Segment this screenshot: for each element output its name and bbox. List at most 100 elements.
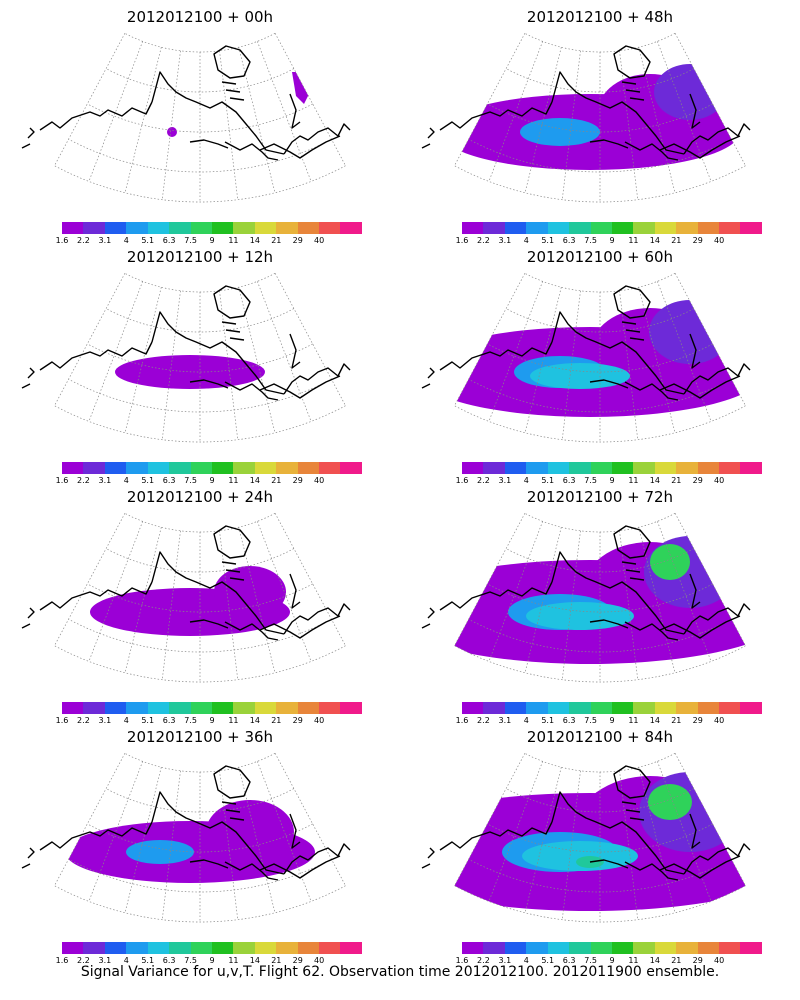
- colorbar-swatch: [83, 702, 105, 714]
- colorbar-swatch: [276, 462, 298, 474]
- colorbar-swatch: [147, 942, 170, 954]
- colorbar-label: 3.1: [98, 956, 112, 965]
- colorbar-label: 14: [249, 236, 260, 245]
- colorbar-label: 9: [209, 956, 215, 965]
- colorbar-label: 4: [523, 476, 529, 485]
- colorbar-label: 3.1: [498, 956, 512, 965]
- variance-map: [21, 32, 351, 203]
- variance-map: [21, 272, 351, 443]
- colorbar-swatch: [483, 702, 505, 714]
- colorbar-swatch: [611, 222, 634, 234]
- colorbar-label: 11: [228, 716, 239, 725]
- colorbar-swatch: [104, 942, 127, 954]
- colorbar-label: 6.3: [162, 716, 176, 725]
- colorbar-swatch: [547, 462, 570, 474]
- colorbar-swatch: [611, 462, 634, 474]
- panel-title: 2012012100 + 24h: [126, 488, 274, 506]
- colorbar-label: 40: [314, 236, 325, 245]
- colorbar-label: 11: [628, 716, 639, 725]
- colorbar-label: 11: [228, 956, 239, 965]
- colorbar-label: 14: [649, 716, 660, 725]
- colorbar-swatch: [104, 462, 127, 474]
- colorbar: [62, 942, 362, 954]
- colorbar-swatch: [590, 222, 612, 234]
- colorbar-swatch: [276, 702, 298, 714]
- colorbar-label: 9: [609, 956, 615, 965]
- colorbar-swatch: [169, 942, 191, 954]
- colorbar-swatch: [190, 702, 212, 714]
- colorbar-swatch: [147, 702, 170, 714]
- colorbar-label: 40: [314, 476, 325, 485]
- colorbar: [62, 462, 362, 474]
- colorbar-label: 4: [123, 716, 129, 725]
- colorbar-label: 21: [271, 476, 282, 485]
- colorbar-swatch: [340, 702, 362, 714]
- colorbar-label: 1.6: [455, 476, 469, 485]
- colorbar-label: 2.2: [77, 476, 90, 485]
- colorbar-label: 1.6: [55, 716, 69, 725]
- colorbar-swatch: [697, 462, 720, 474]
- colorbar-label: 3.1: [498, 476, 512, 485]
- colorbar-label: 2.2: [477, 716, 490, 725]
- colorbar-label: 7.5: [584, 236, 597, 245]
- colorbar-swatch: [547, 222, 570, 234]
- colorbar-swatch: [676, 222, 698, 234]
- colorbar-label: 3.1: [498, 716, 512, 725]
- colorbar-label: 14: [649, 236, 660, 245]
- colorbar-swatch: [83, 222, 105, 234]
- colorbar: [462, 462, 762, 474]
- colorbar-swatch: [254, 942, 277, 954]
- colorbar-swatch: [740, 462, 762, 474]
- colorbar-swatch: [740, 702, 762, 714]
- colorbar-swatch: [697, 942, 720, 954]
- variance-field: [454, 772, 746, 911]
- colorbar-labels: 1.6 2.2 3.1 4 5.1 6.3 7.5 9 11 14 21 29 40: [456, 716, 762, 726]
- colorbar-label: 5.1: [141, 236, 155, 245]
- colorbar-label: 2.2: [77, 716, 90, 725]
- coastlines: [21, 285, 351, 401]
- panel-title: 2012012100 + 12h: [126, 248, 274, 266]
- colorbar-swatch: [190, 942, 212, 954]
- colorbar-label: 14: [249, 476, 260, 485]
- colorbar-label: 21: [271, 956, 282, 965]
- colorbar-swatch: [340, 462, 362, 474]
- colorbar-swatch: [676, 702, 698, 714]
- colorbar-swatch: [211, 942, 234, 954]
- colorbar-label: 7.5: [184, 956, 197, 965]
- colorbar-swatch: [147, 462, 170, 474]
- colorbar-swatch: [504, 702, 527, 714]
- colorbar-swatch: [633, 462, 655, 474]
- coastlines: [421, 765, 751, 881]
- colorbar-label: 4: [523, 716, 529, 725]
- colorbar-label: 4: [123, 956, 129, 965]
- colorbar-label: 11: [228, 476, 239, 485]
- colorbar: [462, 222, 762, 234]
- colorbar-label: 5.1: [141, 716, 155, 725]
- colorbar-swatch: [697, 222, 720, 234]
- colorbar-label: 6.3: [562, 236, 576, 245]
- colorbar-swatch: [547, 702, 570, 714]
- colorbar-swatch: [462, 942, 484, 954]
- coastlines: [421, 525, 751, 641]
- colorbar-label: 2.2: [77, 236, 90, 245]
- colorbar-swatch: [633, 942, 655, 954]
- colorbar-labels: 1.6 2.2 3.1 4 5.1 6.3 7.5 9 11 14 21 29 40: [56, 716, 362, 726]
- colorbar-swatch: [654, 462, 677, 474]
- colorbar-label: 40: [714, 716, 725, 725]
- colorbar-swatch: [719, 942, 741, 954]
- colorbar-swatch: [169, 702, 191, 714]
- colorbar-label: 40: [714, 476, 725, 485]
- colorbar-swatch: [340, 222, 362, 234]
- colorbar-swatch: [211, 462, 234, 474]
- colorbar-label: 40: [314, 716, 325, 725]
- colorbar-label: 11: [628, 236, 639, 245]
- colorbar-label: 29: [692, 476, 703, 485]
- panel-title: 2012012100 + 36h: [126, 728, 274, 746]
- colorbar-swatch: [276, 942, 298, 954]
- colorbar-swatch: [319, 462, 341, 474]
- panel-title: 2012012100 + 00h: [126, 8, 274, 26]
- panel-title: 2012012100 + 48h: [526, 8, 674, 26]
- colorbar-swatch: [697, 702, 720, 714]
- map-panel: 2012012100 + 84h 1.6 2.2 3.1 4 5.1 6.3 7.5 9 11 14…: [400, 720, 800, 965]
- colorbar-label: 5.1: [541, 476, 555, 485]
